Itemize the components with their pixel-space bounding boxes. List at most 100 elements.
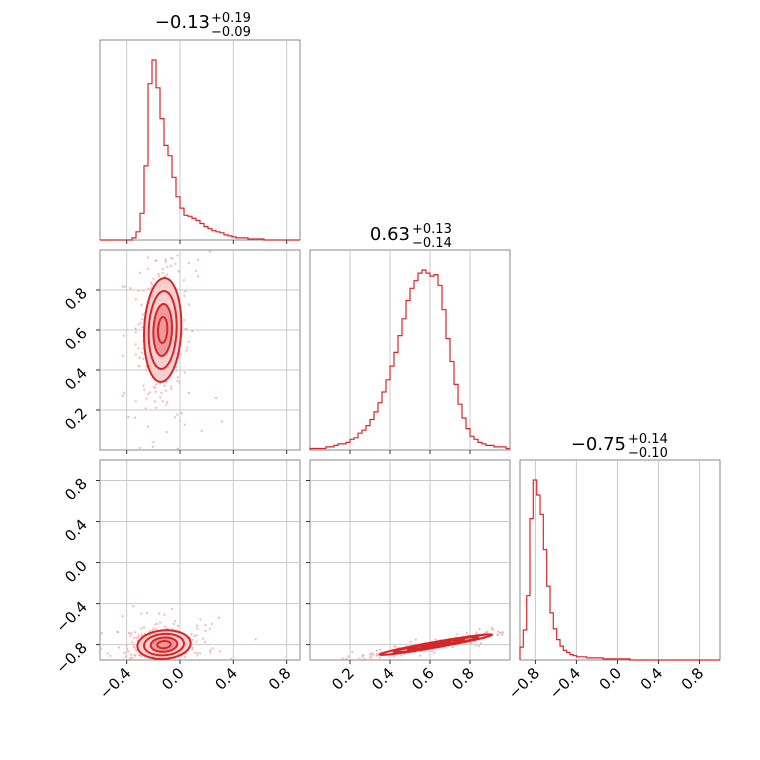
sample-point — [130, 653, 133, 656]
sample-point — [217, 616, 221, 619]
sample-point — [183, 318, 186, 322]
sample-point — [191, 646, 194, 649]
x-tick-label: 0.2 — [328, 664, 358, 694]
panel-frame — [99, 459, 301, 661]
sample-point — [129, 634, 132, 637]
histogram-panel-param-1 — [99, 39, 301, 244]
sample-point — [393, 645, 396, 648]
sample-point — [137, 634, 140, 637]
sample-point — [170, 385, 173, 388]
sample-point — [178, 420, 181, 423]
sample-point — [191, 638, 194, 642]
sample-point — [100, 647, 103, 650]
x-tick-label: 0.8 — [448, 664, 478, 694]
sample-point — [361, 654, 364, 657]
sample-point — [363, 657, 366, 660]
sample-point — [187, 391, 191, 395]
y-tick-labels-param-2: 0.2 0.4 0.6 0.8 — [61, 284, 91, 434]
sample-point — [345, 657, 348, 660]
sample-point — [145, 368, 148, 372]
histogram-step-line — [519, 479, 720, 661]
sample-point — [394, 645, 397, 648]
sample-point — [131, 641, 134, 644]
contour-line — [156, 640, 172, 650]
sample-point — [419, 654, 422, 657]
sample-point — [496, 633, 499, 636]
contour-line — [142, 276, 183, 384]
title-err-plus: +0.13 — [412, 222, 452, 237]
sample-point — [138, 356, 141, 359]
sample-point — [174, 262, 177, 265]
sample-point — [191, 648, 194, 651]
sample-point — [121, 615, 124, 618]
sample-point — [144, 407, 147, 410]
sample-point — [137, 653, 141, 657]
sample-point — [165, 627, 168, 630]
sample-point — [147, 425, 150, 428]
scatter-panel-param-2-vs-param-1 — [96, 249, 301, 454]
title-err-minus: −0.09 — [211, 25, 251, 40]
panel-frame — [99, 39, 301, 241]
sample-point — [126, 647, 129, 650]
sample-point — [490, 626, 493, 630]
panel-title-param-3: −0.75 — [571, 434, 626, 455]
sample-point — [195, 640, 198, 643]
contour-fill-inner — [150, 637, 178, 652]
sample-point — [129, 657, 132, 660]
sample-point — [164, 258, 167, 261]
sample-point — [199, 652, 202, 655]
sample-point — [130, 632, 133, 635]
sample-point — [134, 648, 137, 651]
title-value: 0.63 — [370, 224, 410, 245]
y-tick-label: 0.8 — [61, 475, 91, 505]
sample-point — [161, 271, 164, 274]
sample-point — [134, 400, 137, 403]
contour-line — [152, 302, 174, 358]
sample-point — [140, 612, 143, 615]
sample-point — [376, 653, 380, 656]
sample-point — [124, 655, 127, 658]
sample-point — [341, 657, 344, 660]
sample-point — [193, 634, 196, 638]
sample-point — [209, 649, 212, 652]
sample-point — [484, 631, 487, 634]
sample-point — [176, 413, 179, 416]
sample-point — [188, 303, 191, 306]
sample-point — [163, 613, 166, 616]
sample-point — [176, 254, 179, 257]
sample-point — [141, 313, 144, 316]
panel-title-param-1: −0.13 — [155, 12, 210, 33]
sample-point — [146, 611, 149, 615]
sample-point — [400, 654, 403, 657]
sample-point — [470, 641, 473, 645]
sample-point — [190, 632, 193, 636]
x-tick-label: 0.8 — [265, 664, 295, 694]
sample-point — [164, 389, 168, 392]
sample-point — [451, 646, 454, 649]
y-tick-label: 0.2 — [61, 404, 91, 434]
contour-line — [149, 636, 179, 653]
sample-point — [170, 387, 173, 390]
sample-point — [200, 429, 203, 432]
sample-point — [409, 640, 412, 644]
sample-point — [433, 651, 436, 654]
sample-point — [501, 631, 504, 634]
sample-point — [152, 277, 155, 280]
sample-point — [486, 630, 489, 634]
sample-point — [372, 653, 375, 656]
sample-point — [175, 369, 178, 372]
sample-point — [152, 440, 155, 444]
title-value: −0.13 — [155, 12, 210, 33]
sample-point — [165, 403, 168, 406]
sample-point — [160, 391, 163, 394]
sample-point — [196, 654, 199, 657]
x-tick-label: 0.8 — [678, 664, 708, 694]
contour-line — [142, 632, 186, 657]
sample-point — [121, 354, 124, 357]
sample-point — [147, 288, 150, 291]
histogram-panel-param-3 — [519, 459, 721, 664]
panel-frame — [519, 459, 721, 661]
sample-point — [497, 630, 500, 633]
histogram-step-line — [309, 269, 510, 450]
histogram-step-line — [100, 59, 300, 241]
